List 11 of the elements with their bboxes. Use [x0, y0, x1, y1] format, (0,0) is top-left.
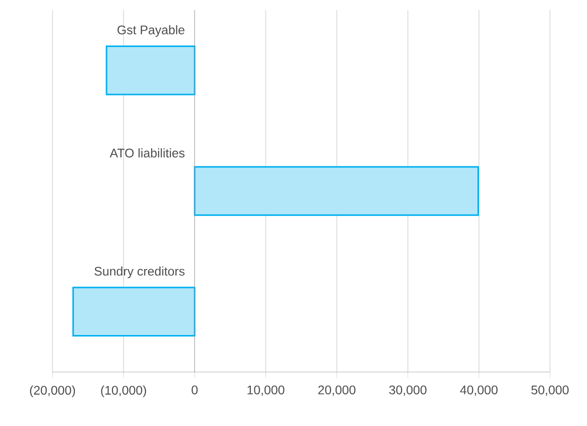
y-tick-label: ATO liabilities	[110, 148, 185, 158]
y-tick-label: Gst Payable	[118, 25, 184, 37]
x-tick-label: 50,000	[531, 386, 569, 396]
x-tick-label: 10,000	[248, 386, 284, 396]
x-tick-label: 30,000	[389, 386, 426, 396]
x-tick-label: (20,000)	[30, 386, 75, 398]
x-tick-label: (10,000)	[101, 386, 146, 398]
y-tick-label: Sundry creditors	[94, 266, 185, 278]
x-tick-label: 0	[192, 386, 198, 394]
x-tick-label: 20,000	[318, 386, 356, 396]
x-tick-label: 40,000	[460, 386, 498, 396]
